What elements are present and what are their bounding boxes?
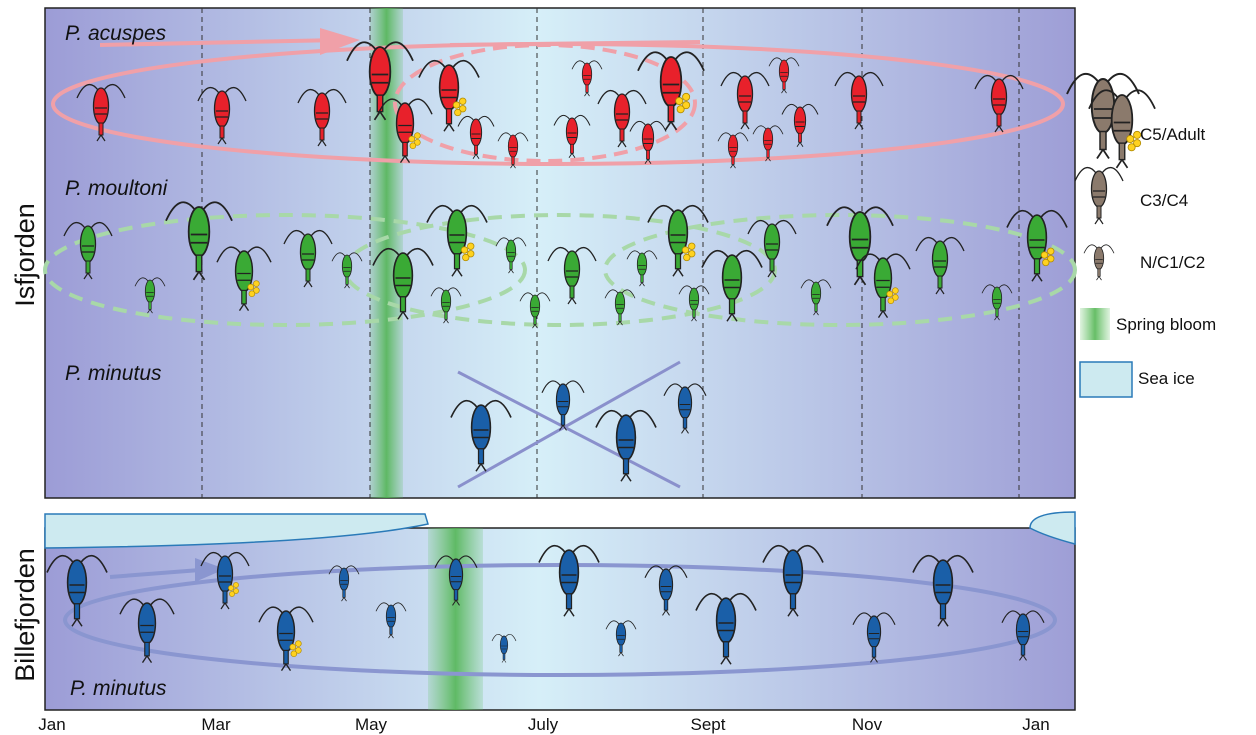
- egg: [233, 582, 239, 588]
- egg: [892, 294, 899, 301]
- species-label: P. minutus: [70, 677, 167, 700]
- egg: [295, 647, 302, 654]
- egg: [682, 101, 691, 110]
- egg: [1047, 255, 1055, 263]
- copepods: [46, 41, 1156, 672]
- species-label: P. minutus: [65, 362, 162, 385]
- month-label: Jan: [38, 715, 65, 734]
- copepod: [647, 204, 709, 278]
- legend-label: N/C1/C2: [1140, 253, 1205, 272]
- copepod: [258, 606, 314, 672]
- egg: [1042, 258, 1050, 267]
- fjord-label: Billefjorden: [10, 548, 40, 682]
- egg: [409, 142, 417, 150]
- egg: [408, 135, 416, 143]
- month-label: Sept: [691, 715, 726, 734]
- egg: [248, 290, 256, 298]
- egg: [1133, 130, 1142, 139]
- month-label: May: [355, 715, 388, 734]
- copepod: [377, 98, 433, 164]
- egg: [1133, 139, 1142, 148]
- egg: [467, 250, 475, 258]
- copepod: [855, 253, 911, 319]
- egg: [452, 101, 461, 109]
- egg: [233, 588, 239, 594]
- egg: [1126, 135, 1135, 143]
- egg: [1127, 143, 1136, 152]
- egg: [454, 108, 462, 117]
- month-label: July: [528, 715, 559, 734]
- egg: [681, 246, 690, 254]
- copepod-body: [1083, 244, 1115, 281]
- egg: [688, 250, 696, 258]
- egg: [459, 97, 467, 105]
- isfjorden-panel: P. acuspes P. moultoni P. minutus Isfjor…: [10, 7, 1077, 499]
- egg: [247, 283, 255, 291]
- egg: [688, 242, 696, 250]
- egg: [253, 287, 260, 294]
- legend: C5/Adult C3/C4 N/C1/C2 Spring bloom Sea …: [1079, 125, 1216, 398]
- egg: [892, 287, 899, 294]
- egg: [682, 92, 691, 101]
- legend-label: C3/C4: [1140, 191, 1188, 210]
- egg: [229, 591, 235, 597]
- egg: [1047, 247, 1055, 255]
- egg: [290, 650, 298, 658]
- egg: [289, 643, 297, 651]
- egg: [887, 297, 895, 305]
- legend-label: Sea ice: [1138, 369, 1195, 388]
- legend-label: Spring bloom: [1116, 315, 1216, 334]
- species-label: P. moultoni: [65, 177, 169, 200]
- copepod: [1006, 209, 1068, 283]
- copepod: [216, 246, 272, 312]
- copepod: [426, 204, 488, 278]
- egg: [295, 640, 302, 647]
- month-label: Mar: [201, 715, 231, 734]
- egg: [414, 139, 421, 146]
- fjord-label: Isfjorden: [10, 203, 40, 307]
- copepod-body: [1074, 166, 1124, 225]
- egg: [467, 242, 475, 250]
- copepod: [418, 59, 480, 133]
- egg: [462, 253, 470, 262]
- egg: [683, 253, 691, 262]
- copepod: [637, 51, 705, 131]
- copepod: [1074, 166, 1124, 225]
- egg: [886, 290, 894, 298]
- egg: [414, 132, 421, 139]
- copepod: [200, 551, 250, 610]
- month-label: Jan: [1022, 715, 1049, 734]
- month-axis: Jan Mar May July Sept Nov Jan: [38, 715, 1049, 734]
- month-label: Nov: [852, 715, 883, 734]
- egg: [1040, 251, 1049, 259]
- legend-label: C5/Adult: [1140, 125, 1205, 144]
- egg: [253, 280, 260, 287]
- egg: [459, 105, 467, 113]
- egg: [676, 105, 685, 114]
- copepod: [1088, 89, 1156, 169]
- egg: [460, 246, 469, 254]
- copepod: [1083, 244, 1115, 281]
- egg: [675, 97, 684, 105]
- billefjorden-panel: P. minutus Billefjorden: [10, 511, 1076, 711]
- species-label: P. acuspes: [65, 22, 167, 45]
- egg: [228, 585, 234, 591]
